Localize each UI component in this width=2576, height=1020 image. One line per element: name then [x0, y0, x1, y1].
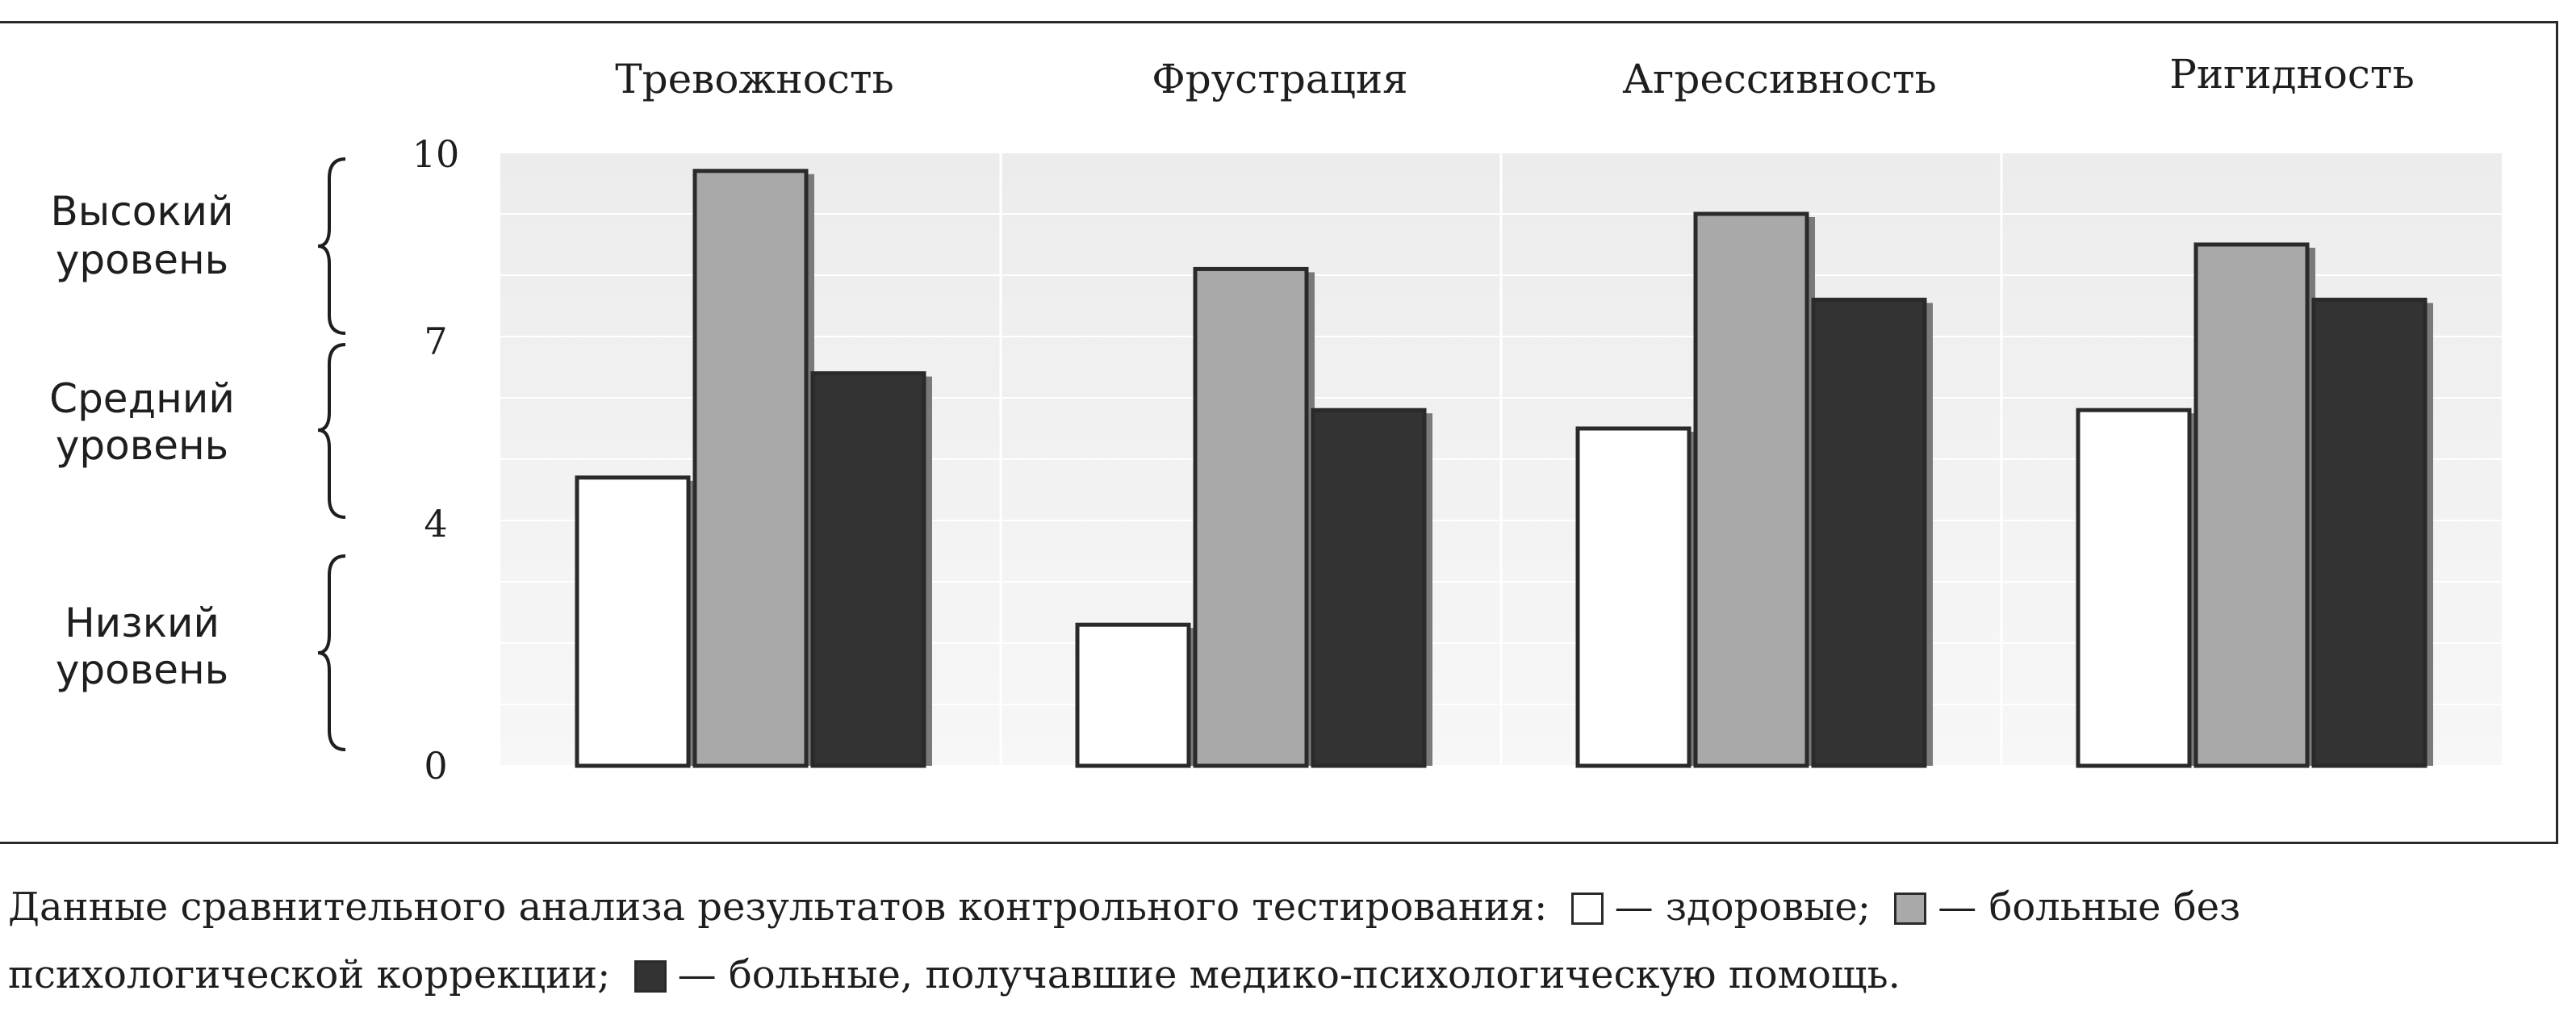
- level-mid-line2: уровень: [56, 422, 228, 469]
- bar-healthy-2: [1575, 426, 1692, 768]
- bar-shadow: [2307, 248, 2315, 766]
- category-label-rigidity: Ригидность: [2169, 51, 2415, 98]
- bar-shadow: [1925, 303, 1933, 766]
- bar-shadow: [2425, 303, 2433, 766]
- bar-shadow: [1189, 628, 1197, 766]
- bar-healthy-1: [1075, 622, 1191, 768]
- level-high-line1: Высокий: [50, 188, 233, 235]
- bar-shadow: [1307, 272, 1315, 766]
- brace-mid: [317, 343, 346, 519]
- bar-shadow: [924, 376, 932, 766]
- legend-swatch-medical-help: [634, 960, 667, 993]
- caption-text-medical-help: — больные, получавшие медико-психологиче…: [677, 952, 1901, 997]
- category-label-aggressiveness: Агрессивность: [1622, 56, 1936, 102]
- bar-medical_help-1: [1311, 408, 1427, 768]
- category-label-frustration: Фрустрация: [1152, 56, 1407, 102]
- bars: [575, 169, 2433, 768]
- legend-swatch-no-correction: [1894, 892, 1927, 925]
- bar-shadow: [1689, 432, 1697, 766]
- y-tick-10: 10: [412, 132, 460, 176]
- bar-no_correction-3: [2193, 242, 2310, 768]
- legend-swatch-healthy: [1570, 892, 1604, 925]
- bar-shadow: [2189, 413, 2198, 766]
- caption-text-healthy: — здоровые;: [1614, 884, 1871, 930]
- brace-high: [317, 157, 346, 335]
- bar-no_correction-0: [692, 169, 809, 768]
- level-high-line2: уровень: [56, 236, 228, 283]
- bar-shadow: [1424, 413, 1432, 766]
- bar-medical_help-3: [2311, 297, 2428, 768]
- y-tick-4: 4: [424, 502, 447, 546]
- level-low-line1: Низкий: [65, 600, 220, 646]
- bar-shadow: [688, 480, 696, 766]
- figure-caption: Данные сравнительного анализа результато…: [8, 873, 2558, 1009]
- figure-frame: Тревожность Фрустрация Агрессивность Риг…: [0, 21, 2558, 844]
- brace-low: [317, 554, 346, 751]
- bar-no_correction-2: [1693, 211, 1809, 768]
- bar-chart: Тревожность Фрустрация Агрессивность Риг…: [49, 51, 2502, 788]
- level-low-line2: уровень: [56, 646, 228, 693]
- category-label-anxiety: Тревожность: [615, 56, 894, 102]
- bar-medical_help-2: [1811, 297, 1927, 768]
- level-mid-line1: Средний: [49, 375, 235, 422]
- y-tick-0: 0: [424, 744, 447, 788]
- bar-shadow: [806, 173, 814, 767]
- caption-text-intro: Данные сравнительного анализа результато…: [8, 884, 1548, 930]
- y-tick-7: 7: [424, 320, 447, 363]
- bar-shadow: [1807, 217, 1815, 766]
- caption-text-no-correction: — больные без психологической коррекции;: [8, 884, 2241, 997]
- bar-medical_help-0: [810, 371, 926, 768]
- bar-healthy-0: [575, 475, 691, 768]
- bar-no_correction-1: [1193, 266, 1309, 768]
- bar-healthy-3: [2076, 408, 2192, 768]
